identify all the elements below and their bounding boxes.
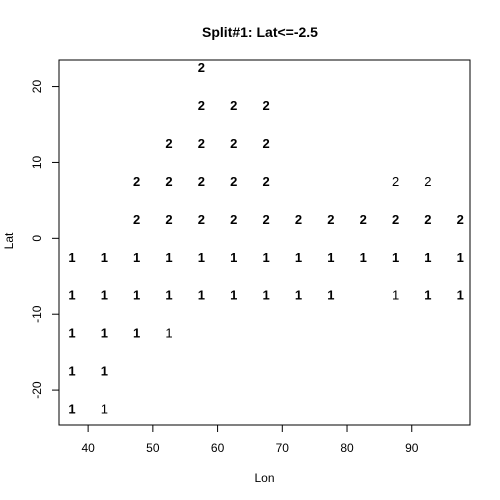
data-point-2: 2 [198,136,205,151]
y-axis-label: Lat [2,232,16,249]
data-point-1: 1 [101,364,108,379]
data-point-1: 1 [68,288,75,303]
x-axis-label: Lon [254,471,274,485]
data-point-1: 1 [198,250,205,265]
x-tick-label: 50 [146,441,160,455]
data-point-1: 1 [392,250,399,265]
data-point-2: 2 [327,212,334,227]
data-point-1: 1 [263,288,270,303]
data-point-1: 1 [68,402,75,417]
data-point-2: 2 [133,212,140,227]
data-point-1: 1 [230,250,237,265]
data-point-2: 2 [424,174,431,189]
data-point-1: 1 [68,364,75,379]
data-point-2: 2 [165,136,172,151]
y-tick-label: 0 [30,235,44,242]
data-point-1: 1 [101,326,108,341]
data-point-1: 1 [327,288,334,303]
data-point-2: 2 [360,212,367,227]
plot-border [58,59,471,426]
data-point-1: 1 [133,326,140,341]
data-point-2: 2 [295,212,302,227]
data-point-1: 1 [68,326,75,341]
x-tick-label: 40 [81,441,95,455]
data-point-1: 1 [295,288,302,303]
data-point-1: 1 [457,250,464,265]
x-tick-label: 90 [405,441,419,455]
data-point-2: 2 [165,212,172,227]
y-tick-label: -10 [30,305,44,323]
data-point-1: 1 [101,288,108,303]
data-point-2: 2 [230,98,237,113]
data-point-1: 1 [263,250,270,265]
x-tick-label: 70 [276,441,290,455]
data-point-2: 2 [263,98,270,113]
data-point-1: 1 [165,288,172,303]
data-point-1: 1 [424,250,431,265]
data-point-1: 1 [327,250,334,265]
data-point-1: 1 [101,250,108,265]
data-point-1: 1 [392,288,399,303]
data-point-1: 1 [165,250,172,265]
chart-title: Split#1: Lat<=-2.5 [202,24,318,40]
data-point-1: 1 [230,288,237,303]
data-point-2: 2 [263,136,270,151]
data-point-1: 1 [165,326,172,341]
y-axis: -20 -10 0 10 20 [30,80,60,399]
data-point-2: 2 [198,60,205,75]
data-point-2: 2 [263,212,270,227]
data-point-1: 1 [133,250,140,265]
data-point-1: 1 [457,288,464,303]
data-point-1: 1 [133,288,140,303]
y-tick-label: 10 [30,155,44,169]
data-point-1: 1 [424,288,431,303]
data-point-2: 2 [198,174,205,189]
data-point-1: 1 [295,250,302,265]
data-point-1: 1 [68,250,75,265]
data-point-2: 2 [230,212,237,227]
data-point-2: 2 [424,212,431,227]
x-axis: 40 50 60 70 80 90 [81,424,419,455]
x-tick-label: 80 [340,441,354,455]
data-point-2: 2 [198,98,205,113]
data-point-2: 2 [457,212,464,227]
data-point-2: 2 [198,212,205,227]
data-point-2: 2 [392,212,399,227]
data-point-1: 1 [360,250,367,265]
data-point-2: 2 [133,174,140,189]
y-tick-label: 20 [30,80,44,94]
y-tick-label: -20 [30,381,44,399]
data-points: 2 2 2 2 2 2 2 2 2 2 2 2 2 2 2 2 2 2 2 2 2 2 2 2 2 2 1 1 1 1 1 1 1 1 1 1 1 1 1 1… [68,60,464,416]
data-point-2: 2 [392,174,399,189]
x-tick-label: 60 [211,441,225,455]
data-point-2: 2 [230,174,237,189]
data-point-2: 2 [165,174,172,189]
data-point-2: 2 [263,174,270,189]
data-point-1: 1 [198,288,205,303]
data-point-2: 2 [230,136,237,151]
data-point-1: 1 [101,402,108,417]
